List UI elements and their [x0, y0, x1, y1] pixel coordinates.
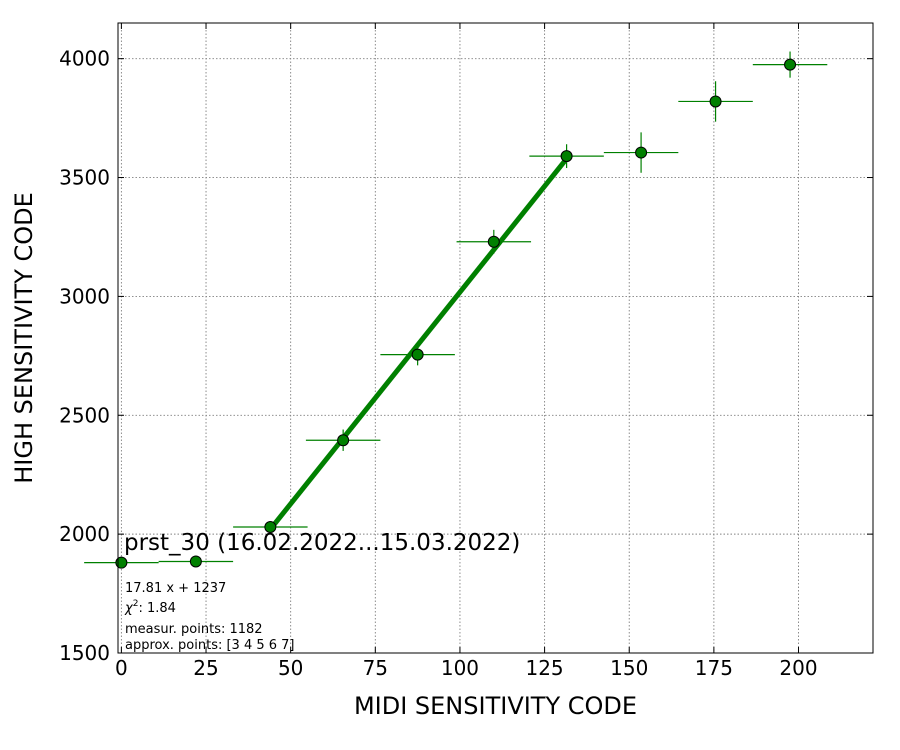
- data-point: [411, 348, 424, 361]
- approx-points-annotation: approx. points: [3 4 5 6 7]: [125, 638, 295, 653]
- x-axis-title: MIDI SENSITIVITY CODE: [354, 692, 637, 720]
- x-tick-label: 100: [441, 656, 479, 680]
- y-tick-label: 2500: [59, 403, 110, 427]
- chi-square-annotation: χ2: 1.84: [124, 599, 176, 616]
- data-point: [264, 521, 277, 533]
- y-tick-label: 4000: [59, 47, 110, 71]
- chart-title: prst_30 (16.02.2022...15.03.2022): [124, 530, 520, 556]
- x-tick-label: 125: [525, 656, 563, 680]
- y-tick-label: 1500: [59, 641, 110, 665]
- y-tick-label: 3500: [59, 166, 110, 190]
- y-axis-title: HIGH SENSITIVITY CODE: [10, 192, 38, 484]
- data-points: [84, 51, 828, 569]
- data-point: [709, 95, 722, 108]
- data-point: [189, 555, 202, 568]
- x-tick-label: 150: [610, 656, 648, 680]
- measured-points-annotation: measur. points: 1182: [125, 622, 263, 637]
- x-tick-label: 200: [779, 656, 817, 680]
- fit-line: [268, 157, 569, 531]
- data-point: [560, 150, 573, 163]
- x-tick-label: 75: [363, 656, 388, 680]
- axis-ticks: [118, 23, 873, 654]
- x-tick-label: 50: [278, 656, 303, 680]
- data-point: [784, 58, 797, 71]
- y-tick-label: 2000: [59, 522, 110, 546]
- data-point: [115, 556, 128, 569]
- y-tick-label: 3000: [59, 284, 110, 308]
- fit-equation-annotation: 17.81 x + 1237: [125, 581, 226, 596]
- data-point: [635, 146, 648, 159]
- x-tick-label: 25: [193, 656, 218, 680]
- x-tick-label: 0: [115, 656, 128, 680]
- data-point: [487, 235, 500, 248]
- data-point: [337, 434, 350, 447]
- x-tick-label: 175: [695, 656, 733, 680]
- plot-area-frame: [117, 22, 874, 654]
- grid: [118, 23, 873, 654]
